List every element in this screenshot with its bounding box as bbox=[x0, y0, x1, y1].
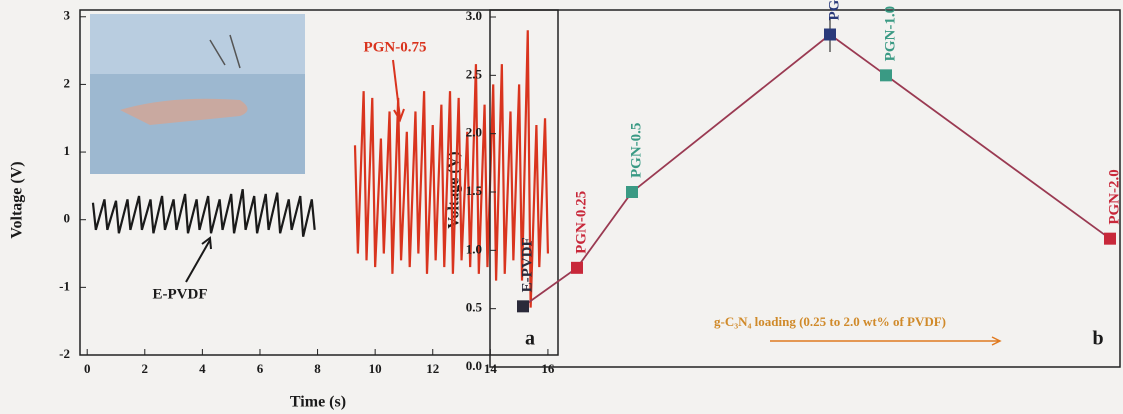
point-marker bbox=[880, 69, 892, 82]
arrow bbox=[185, 236, 212, 283]
y-tick-label: 2.5 bbox=[466, 66, 483, 81]
panel-label: a bbox=[525, 328, 535, 350]
plot-frame bbox=[489, 9, 1121, 368]
panel-label: b bbox=[1092, 328, 1103, 350]
y-tick-label: 0 bbox=[64, 211, 71, 226]
point-marker bbox=[824, 28, 836, 41]
x-tick-label: 4 bbox=[199, 361, 206, 376]
point-marker bbox=[626, 186, 638, 198]
x-axis-label: Time (s) bbox=[290, 394, 346, 411]
y-tick-label: 3.0 bbox=[466, 8, 482, 23]
trend-line bbox=[522, 33, 1111, 308]
series-annotation: PGN-0.75 bbox=[364, 39, 427, 55]
annotation: g-C₃N₄ loading (0.25 to 2.0 wt% of PVDF) bbox=[714, 314, 946, 329]
y-tick-label: 1.5 bbox=[466, 183, 483, 198]
x-tick-label: 2 bbox=[142, 361, 149, 376]
x-tick-label: 6 bbox=[257, 361, 264, 376]
point-marker bbox=[571, 261, 583, 274]
y-axis-label: Voltage (V) bbox=[446, 151, 463, 228]
signal-line bbox=[353, 30, 550, 308]
point-label: PGN-0.25 bbox=[573, 191, 589, 254]
point-label: PGN-2.0 bbox=[1106, 169, 1122, 224]
arrow bbox=[770, 336, 1002, 346]
y-tick-label: 2 bbox=[64, 75, 71, 90]
x-tick-label: 10 bbox=[369, 361, 382, 376]
inset-photo bbox=[90, 14, 305, 174]
y-tick-label: 2.0 bbox=[466, 125, 482, 140]
arrow-head bbox=[393, 108, 405, 123]
y-tick-label: 3 bbox=[64, 8, 71, 23]
plot-frame bbox=[79, 9, 559, 356]
point-label: PGN-0.75 bbox=[826, 0, 842, 21]
point-marker bbox=[1104, 232, 1116, 245]
y-tick-label: 0.0 bbox=[466, 358, 482, 373]
x-tick-label: 14 bbox=[484, 361, 498, 376]
y-tick-label: -2 bbox=[59, 346, 70, 361]
x-tick-label: 0 bbox=[84, 361, 91, 376]
y-axis-label: Voltage (V) bbox=[9, 161, 26, 238]
point-label: E-PVDF bbox=[519, 237, 535, 292]
y-tick-label: 1 bbox=[64, 143, 71, 158]
point-label: PGN-0.5 bbox=[628, 123, 644, 178]
x-tick-label: 8 bbox=[314, 361, 321, 376]
y-tick-label: 0.5 bbox=[466, 300, 483, 315]
point-marker bbox=[517, 300, 529, 313]
signal-line bbox=[91, 189, 316, 237]
point-label: PGN-1.0 bbox=[882, 6, 898, 61]
x-tick-label: 16 bbox=[541, 361, 555, 376]
y-tick-label: 1.0 bbox=[466, 241, 482, 256]
series-annotation: E-PVDF bbox=[153, 286, 208, 302]
x-tick-label: 12 bbox=[426, 361, 439, 376]
y-tick-label: -1 bbox=[59, 278, 70, 293]
